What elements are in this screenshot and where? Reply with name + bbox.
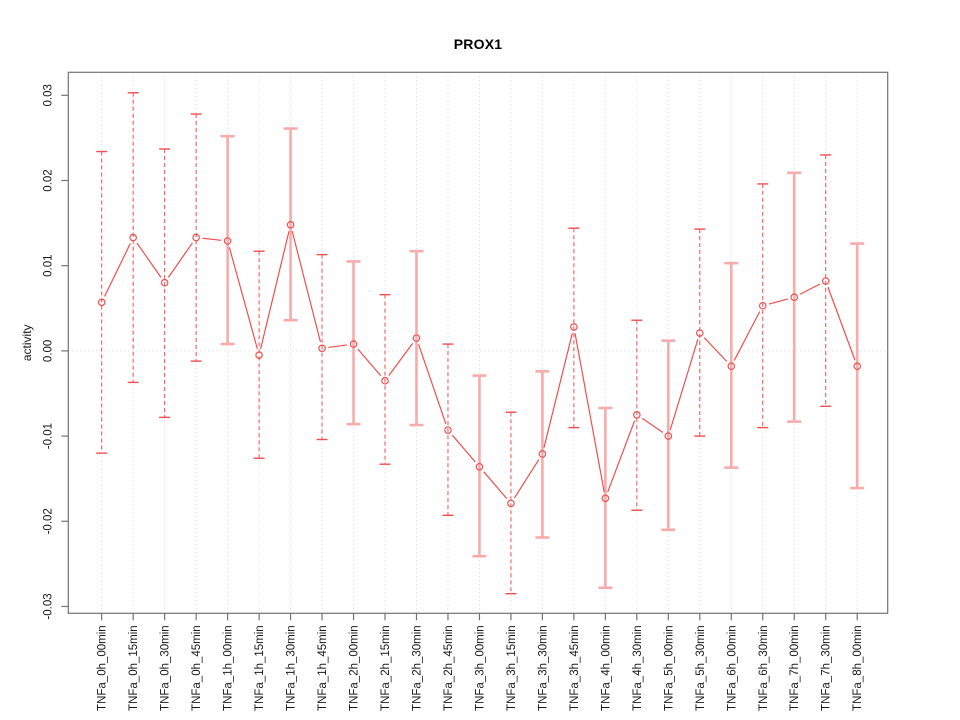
series-segment: [483, 471, 508, 499]
data-point: [381, 376, 389, 385]
data-point: [129, 233, 137, 242]
series-segment: [827, 286, 856, 361]
x-tick-label: TNFa_6h_30min: [758, 625, 770, 711]
series-segment: [202, 237, 222, 241]
data-point: [412, 334, 421, 342]
y-tick-label: 0.00: [42, 340, 54, 362]
series-segment: [451, 434, 476, 463]
series-segment: [418, 344, 447, 425]
series-segment: [703, 337, 728, 362]
x-tick-label: TNFa_4h_00min: [600, 625, 612, 711]
x-tick-label: TNFa_5h_30min: [695, 625, 707, 711]
y-tick-label: -0.01: [42, 423, 54, 449]
data-point: [255, 351, 263, 359]
data-point: [696, 329, 704, 337]
y-tick-label: 0.01: [42, 255, 54, 277]
series-segment: [543, 333, 573, 448]
data-point: [633, 410, 641, 419]
x-tick-label: TNFa_8h_00min: [852, 625, 864, 711]
series-segment: [104, 243, 131, 297]
data-point: [758, 301, 767, 310]
data-point: [853, 362, 862, 371]
series-segment: [388, 342, 414, 376]
series-segment: [228, 247, 258, 350]
chart-title: PROX1: [453, 36, 503, 52]
data-point: [664, 432, 673, 440]
series-segment: [136, 242, 162, 278]
data-point: [475, 462, 484, 471]
series-segment: [733, 311, 761, 361]
x-tick-label: TNFa_6h_00min: [726, 625, 738, 711]
x-tick-label: TNFa_3h_00min: [474, 625, 486, 711]
data-point: [349, 340, 358, 348]
x-tick-label: TNFa_1h_15min: [254, 625, 266, 711]
series-segment: [357, 348, 382, 377]
series-segment: [513, 459, 540, 499]
x-tick-label: TNFa_2h_15min: [380, 625, 392, 711]
x-tick-label: TNFa_1h_45min: [317, 625, 329, 711]
y-tick-label: -0.03: [42, 593, 54, 619]
data-point: [286, 221, 295, 229]
x-tick-label: TNFa_0h_30min: [160, 625, 172, 711]
series-segment: [167, 242, 193, 278]
y-tick-label: 0.03: [42, 84, 54, 106]
series-segment: [574, 333, 605, 492]
x-tick-label: TNFa_0h_00min: [97, 625, 109, 711]
x-tick-label: TNFa_5h_00min: [663, 625, 675, 711]
x-tick-label: TNFa_2h_45min: [443, 625, 455, 711]
data-point: [601, 494, 610, 503]
series-segment: [607, 420, 636, 493]
data-point: [538, 450, 547, 458]
plot-border: [67, 71, 889, 614]
data-point: [192, 233, 200, 242]
x-tick-label: TNFa_3h_15min: [506, 625, 518, 711]
series-segment: [260, 230, 290, 349]
data-point: [570, 323, 578, 331]
x-tick-label: TNFa_7h_30min: [821, 625, 833, 711]
series-segment: [328, 344, 348, 349]
x-tick-label: TNFa_1h_00min: [223, 625, 235, 711]
series-segment: [291, 230, 322, 343]
data-point: [727, 362, 736, 371]
x-tick-label: TNFa_0h_45min: [191, 625, 203, 711]
data-point: [790, 293, 799, 302]
x-tick-label: TNFa_3h_30min: [537, 625, 549, 711]
data-point: [97, 298, 106, 307]
y-tick-label: 0.02: [42, 169, 54, 191]
series-segment: [641, 417, 664, 433]
series-segment: [799, 283, 821, 295]
y-axis-label: activity: [20, 324, 34, 361]
data-point: [160, 278, 169, 287]
data-point: [318, 344, 326, 353]
x-tick-label: TNFa_7h_00min: [789, 625, 801, 711]
x-tick-label: TNFa_2h_30min: [411, 625, 423, 711]
data-point: [223, 237, 232, 245]
data-point: [507, 499, 515, 508]
data-point: [444, 426, 452, 434]
x-tick-label: TNFa_3h_45min: [569, 625, 581, 711]
series-segment: [768, 298, 789, 305]
series-segment: [669, 339, 699, 431]
x-tick-label: TNFa_4h_30min: [632, 625, 644, 711]
x-tick-label: TNFa_2h_00min: [349, 625, 361, 711]
y-tick-label: -0.02: [42, 508, 54, 534]
data-point: [821, 277, 830, 285]
x-tick-label: TNFa_0h_15min: [128, 625, 140, 711]
x-tick-label: TNFa_1h_30min: [286, 625, 298, 711]
